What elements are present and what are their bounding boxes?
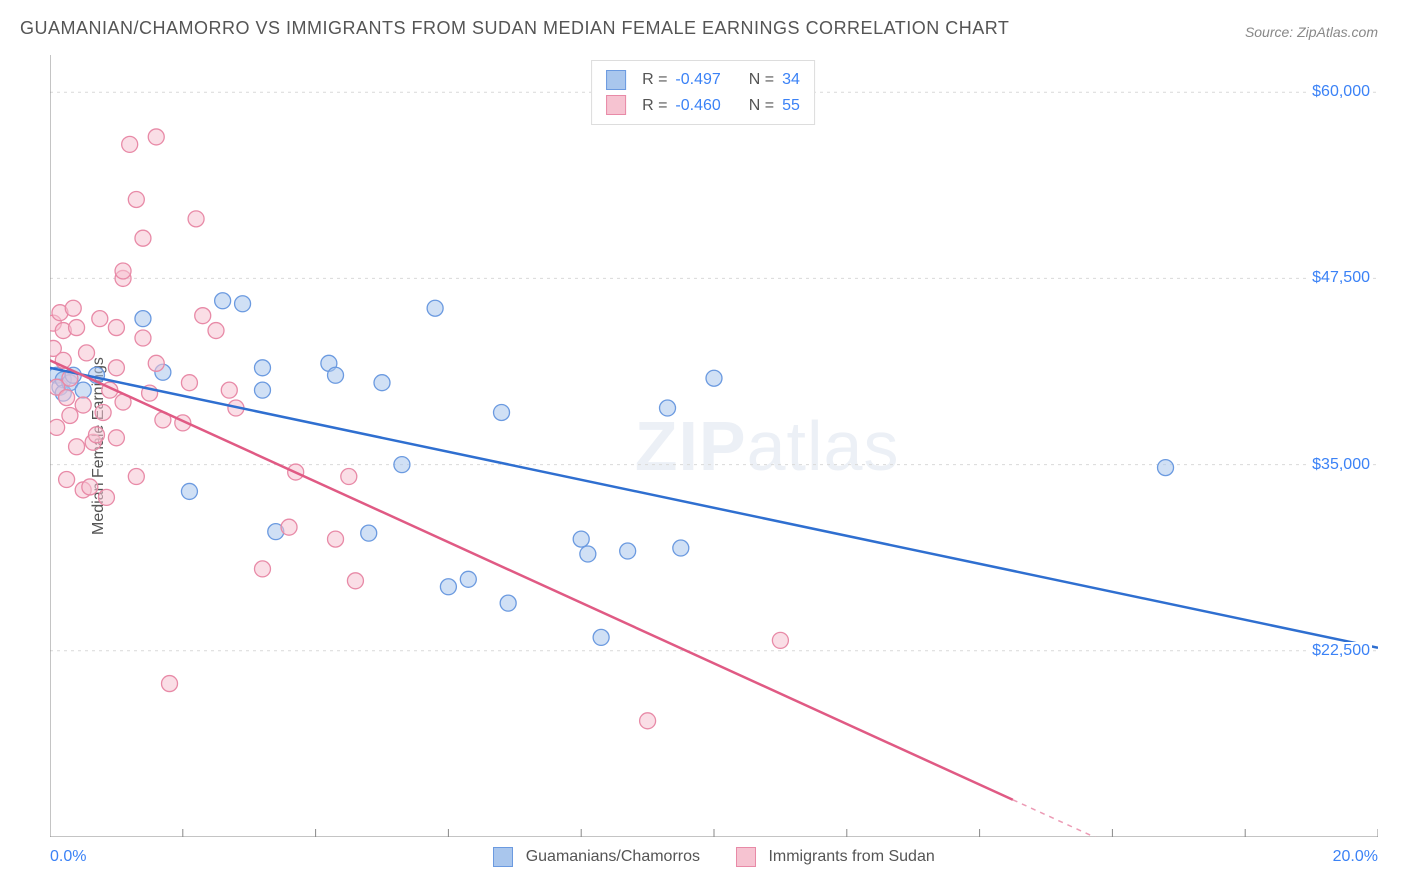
y-tick-label: $22,500 (1310, 642, 1372, 660)
r-value: -0.460 (675, 93, 720, 119)
legend-item: Guamanians/Chamorros (493, 847, 700, 867)
y-tick-label: $60,000 (1310, 83, 1372, 101)
correlation-legend: R = -0.497 N = 34 R = -0.460 N = 55 (591, 60, 815, 125)
plot-area: Median Female Earnings ZIPatlas $22,500$… (50, 55, 1378, 837)
n-label: N = (749, 67, 774, 93)
r-label: R = (642, 67, 667, 93)
r-label: R = (642, 93, 667, 119)
legend-swatch-pink (606, 95, 626, 115)
legend-label: Guamanians/Chamorros (526, 848, 700, 865)
n-label: N = (749, 93, 774, 119)
n-value: 34 (782, 67, 800, 93)
legend-item: Immigrants from Sudan (736, 847, 935, 867)
n-value: 55 (782, 93, 800, 119)
source-attribution: Source: ZipAtlas.com (1245, 24, 1378, 40)
legend-row: R = -0.460 N = 55 (606, 93, 800, 119)
legend-swatch-blue (493, 847, 513, 867)
chart-title: GUAMANIAN/CHAMORRO VS IMMIGRANTS FROM SU… (20, 18, 1009, 39)
r-value: -0.497 (675, 67, 720, 93)
series-legend: Guamanians/Chamorros Immigrants from Sud… (50, 847, 1378, 867)
legend-label: Immigrants from Sudan (768, 848, 934, 865)
legend-row: R = -0.497 N = 34 (606, 67, 800, 93)
x-axis-row: 0.0% Guamanians/Chamorros Immigrants fro… (50, 842, 1378, 872)
y-tick-label: $47,500 (1310, 269, 1372, 287)
y-tick-label: $35,000 (1310, 456, 1372, 474)
scatter-plot-svg (50, 55, 1378, 837)
legend-swatch-blue (606, 70, 626, 90)
legend-swatch-pink (736, 847, 756, 867)
x-axis-max-label: 20.0% (1333, 848, 1378, 866)
